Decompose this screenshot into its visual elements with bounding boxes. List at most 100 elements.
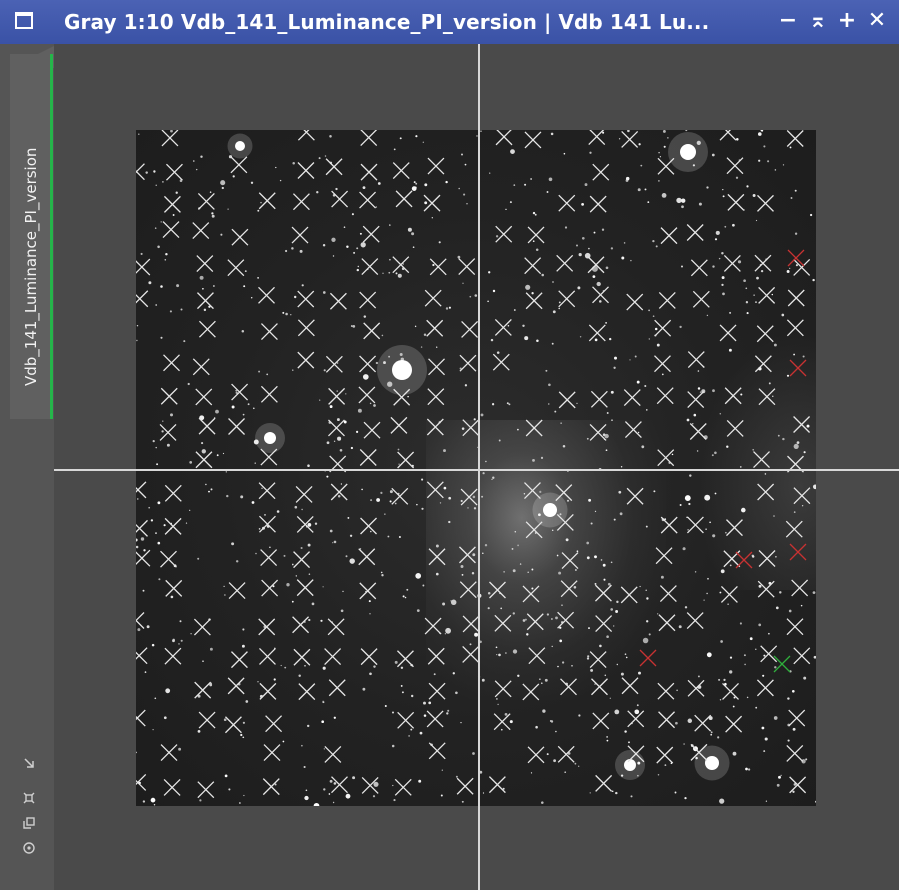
star-marker[interactable]: [620, 586, 638, 604]
star-marker[interactable]: [260, 549, 278, 567]
star-marker[interactable]: [328, 419, 345, 437]
star-marker[interactable]: [426, 481, 444, 499]
star-marker[interactable]: [556, 513, 574, 531]
star-marker[interactable]: [359, 355, 377, 373]
star-marker[interactable]: [164, 517, 182, 535]
star-marker[interactable]: [687, 391, 705, 408]
star-marker[interactable]: [786, 618, 804, 636]
star-marker[interactable]: [785, 520, 803, 538]
star-marker[interactable]: [196, 292, 214, 310]
star-marker[interactable]: [136, 612, 145, 629]
star-marker[interactable]: [560, 580, 578, 598]
star-marker[interactable]: [395, 190, 413, 208]
star-marker[interactable]: [786, 319, 804, 337]
star-marker[interactable]: [136, 709, 146, 727]
star-marker[interactable]: [262, 778, 280, 796]
star-marker[interactable]: [164, 647, 182, 665]
star-marker[interactable]: [159, 424, 177, 441]
star-marker[interactable]: [789, 776, 807, 794]
star-marker[interactable]: [358, 386, 376, 404]
star-marker[interactable]: [524, 482, 541, 500]
star-marker[interactable]: [525, 419, 543, 437]
star-marker[interactable]: [627, 745, 645, 763]
star-marker[interactable]: [527, 746, 545, 764]
star-marker[interactable]: [228, 418, 245, 435]
title-bar[interactable]: Gray 1:10 Vdb_141_Luminance_PI_version |…: [0, 0, 899, 44]
star-marker[interactable]: [393, 388, 411, 406]
star-marker[interactable]: [793, 259, 811, 276]
star-marker[interactable]: [753, 451, 770, 469]
star-marker[interactable]: [488, 776, 506, 794]
star-marker[interactable]: [626, 487, 644, 505]
star-marker[interactable]: [692, 290, 710, 308]
star-marker[interactable]: [390, 416, 408, 434]
star-marker[interactable]: [459, 581, 477, 599]
star-marker[interactable]: [429, 258, 447, 276]
star-marker[interactable]: [260, 323, 278, 340]
star-marker[interactable]: [757, 580, 775, 598]
star-marker[interactable]: [621, 131, 639, 148]
star-marker[interactable]: [291, 226, 309, 244]
star-marker[interactable]: [493, 713, 511, 731]
star-marker[interactable]: [261, 579, 279, 597]
star-marker[interactable]: [136, 549, 151, 567]
star-marker[interactable]: [757, 194, 774, 212]
star-marker[interactable]: [687, 351, 705, 369]
star-marker[interactable]: [589, 423, 607, 441]
star-marker[interactable]: [198, 417, 216, 435]
star-marker[interactable]: [359, 291, 377, 309]
star-marker[interactable]: [489, 581, 506, 599]
star-marker[interactable]: [558, 194, 576, 212]
center-icon[interactable]: [20, 841, 38, 859]
star-marker[interactable]: [595, 615, 613, 632]
star-marker[interactable]: [686, 224, 704, 241]
star-marker[interactable]: [259, 682, 277, 700]
star-marker[interactable]: [324, 745, 342, 763]
star-marker[interactable]: [654, 355, 671, 373]
star-marker[interactable]: [228, 582, 246, 600]
star-marker[interactable]: [494, 614, 512, 632]
star-marker[interactable]: [360, 648, 378, 666]
star-marker[interactable]: [136, 163, 145, 181]
star-marker[interactable]: [258, 618, 276, 636]
star-marker[interactable]: [231, 228, 249, 246]
star-marker[interactable]: [163, 778, 181, 796]
star-marker[interactable]: [793, 487, 811, 505]
star-marker[interactable]: [462, 645, 480, 663]
star-marker[interactable]: [590, 390, 608, 408]
star-marker[interactable]: [230, 156, 248, 174]
star-marker[interactable]: [427, 157, 445, 175]
star-marker[interactable]: [136, 519, 148, 537]
star-marker[interactable]: [160, 387, 178, 405]
star-marker[interactable]: [426, 319, 444, 337]
star-marker[interactable]: [330, 483, 348, 501]
zoom-icon[interactable]: [20, 791, 38, 809]
star-marker[interactable]: [458, 258, 476, 276]
star-marker[interactable]: [528, 647, 546, 665]
star-marker[interactable]: [525, 521, 543, 539]
star-marker[interactable]: [292, 616, 310, 634]
copy-view-icon[interactable]: [20, 816, 38, 834]
star-marker[interactable]: [164, 484, 182, 502]
star-marker[interactable]: [557, 745, 575, 763]
star-marker[interactable]: [657, 157, 675, 175]
star-marker[interactable]: [754, 355, 772, 373]
view-tab[interactable]: [10, 54, 53, 419]
star-marker[interactable]: [626, 293, 644, 311]
star-marker[interactable]: [163, 195, 181, 213]
star-marker[interactable]: [230, 651, 248, 669]
star-marker[interactable]: [263, 744, 281, 762]
star-marker[interactable]: [786, 130, 804, 147]
minimize-button[interactable]: −: [778, 8, 798, 33]
star-marker[interactable]: [426, 418, 444, 436]
star-marker[interactable]: [136, 481, 147, 499]
star-marker[interactable]: [192, 358, 210, 376]
star-marker[interactable]: [163, 354, 180, 372]
star-marker[interactable]: [360, 517, 377, 535]
star-marker[interactable]: [196, 255, 214, 273]
star-marker[interactable]: [587, 256, 605, 274]
star-marker[interactable]: [754, 254, 772, 272]
star-marker[interactable]: [394, 778, 412, 796]
star-marker-rejected[interactable]: [789, 359, 807, 377]
star-marker[interactable]: [660, 227, 678, 245]
